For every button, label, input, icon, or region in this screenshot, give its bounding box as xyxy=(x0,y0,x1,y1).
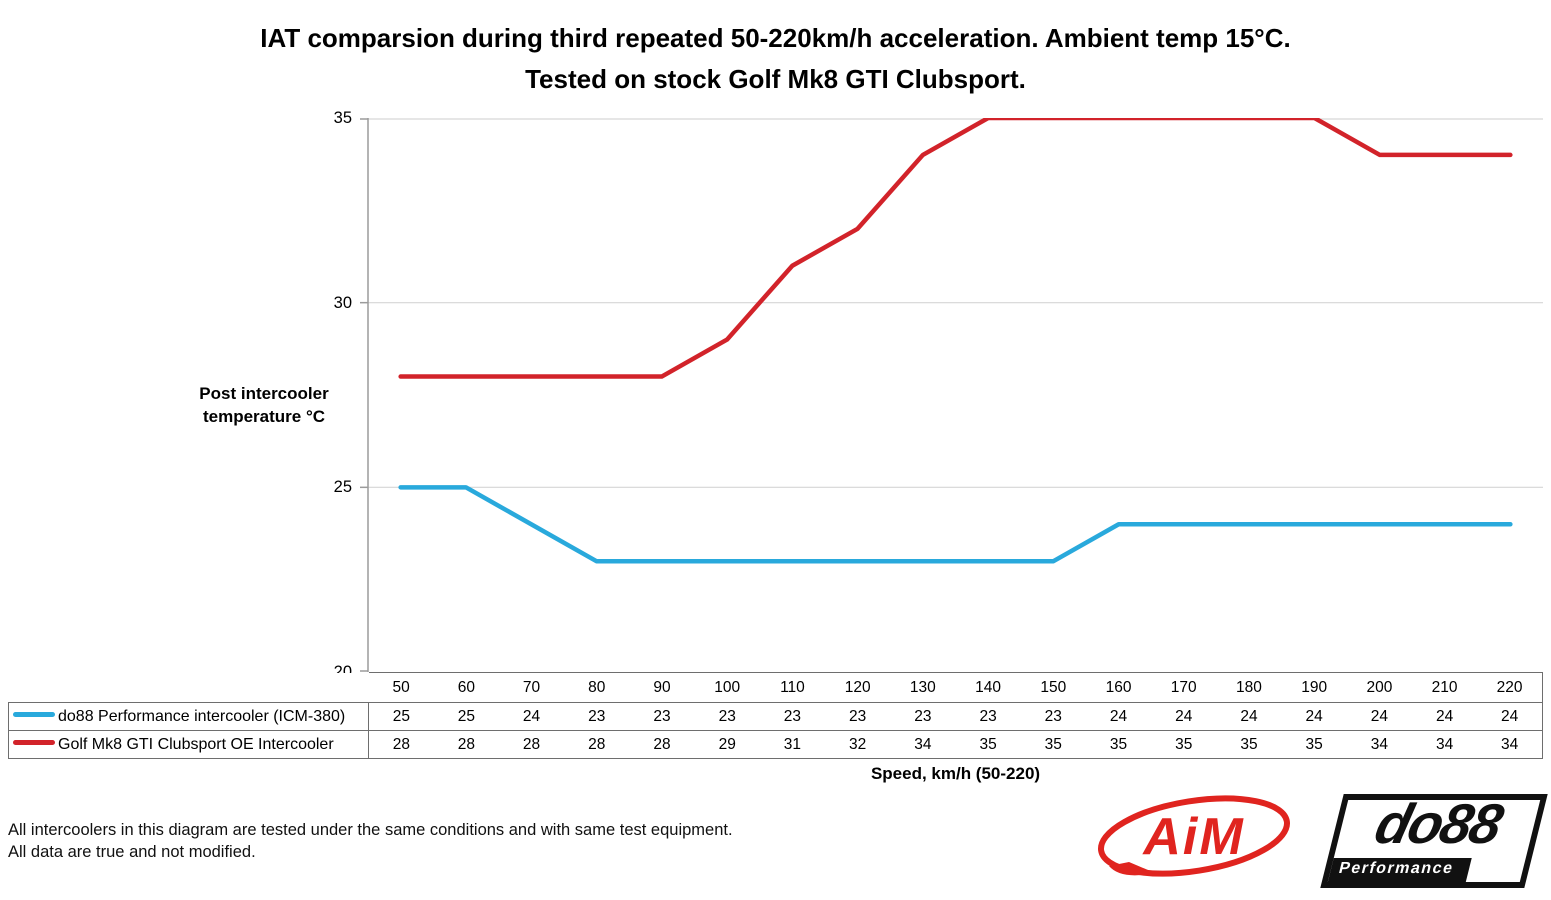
oe-line-swatch xyxy=(13,740,55,746)
footer-line2: All data are true and not modified. xyxy=(8,843,256,861)
value-cell-s0-50: 25 xyxy=(368,702,434,731)
value-cell-s1-140: 35 xyxy=(955,730,1021,759)
value-cell-s1-200: 34 xyxy=(1346,730,1412,759)
value-cell-s1-130: 34 xyxy=(890,730,956,759)
value-cell-s0-180: 24 xyxy=(1216,702,1282,731)
series-line-1 xyxy=(398,118,1513,379)
value-cell-s0-150: 23 xyxy=(1020,702,1086,731)
value-cell-s0-160: 24 xyxy=(1085,702,1152,731)
speed-label-220: 220 xyxy=(1477,672,1544,703)
y-axis-title: Post intercooler temperature °C xyxy=(174,382,354,428)
speed-label-110: 110 xyxy=(759,672,826,703)
value-cell-s1-180: 35 xyxy=(1216,730,1282,759)
y-tick-label-30: 30 xyxy=(333,293,352,312)
value-cell-s1-150: 35 xyxy=(1020,730,1086,759)
speed-label-160: 160 xyxy=(1085,672,1152,703)
do88-logo: do88 Performance xyxy=(1320,792,1548,888)
value-cell-s1-100: 29 xyxy=(694,730,760,759)
value-cell-s0-220: 24 xyxy=(1477,702,1544,731)
table-corner-spacer xyxy=(8,672,369,703)
speed-label-70: 70 xyxy=(498,672,565,703)
speed-label-170: 170 xyxy=(1151,672,1217,703)
speed-label-190: 190 xyxy=(1281,672,1347,703)
aim-logo-tail xyxy=(1109,862,1155,876)
value-cell-s0-60: 25 xyxy=(433,702,499,731)
value-cell-s0-140: 23 xyxy=(955,702,1021,731)
value-cell-s1-210: 34 xyxy=(1412,730,1478,759)
speed-label-120: 120 xyxy=(825,672,891,703)
speed-label-210: 210 xyxy=(1412,672,1478,703)
x-axis-title: Speed, km/h (50-220) xyxy=(870,764,1041,783)
speed-label-90: 90 xyxy=(629,672,695,703)
value-cell-s0-90: 23 xyxy=(629,702,695,731)
value-cell-s0-200: 24 xyxy=(1346,702,1412,731)
speed-label-80: 80 xyxy=(564,672,630,703)
speed-label-150: 150 xyxy=(1020,672,1086,703)
plot-area xyxy=(360,118,1543,672)
speed-label-180: 180 xyxy=(1216,672,1282,703)
value-cell-s1-70: 28 xyxy=(498,730,565,759)
chart-title-line2: Tested on stock Golf Mk8 GTI Clubsport. xyxy=(525,64,1026,94)
value-cell-s0-170: 24 xyxy=(1151,702,1217,731)
value-cell-s1-160: 35 xyxy=(1085,730,1152,759)
speed-header-row: 50 60 70 80 90 100 110 120 130 140 150 160 170 180 190… xyxy=(8,672,1544,703)
value-cell-s1-80: 28 xyxy=(564,730,630,759)
y-tick-label-35: 35 xyxy=(333,109,352,127)
speed-label-100: 100 xyxy=(694,672,760,703)
data-table: 50 60 70 80 90 100 110 120 130 140 150 160 170 180 190… xyxy=(8,672,1544,759)
do88-logo-text: do88 xyxy=(1369,792,1508,855)
value-cell-s1-110: 31 xyxy=(759,730,826,759)
do88-series-label: do88 Performance intercooler (ICM-380) xyxy=(58,707,346,725)
legend-cell-do88: do88 Performance intercooler (ICM-380) xyxy=(8,702,369,731)
do88-line-swatch xyxy=(13,712,55,718)
footer-line1: All intercoolers in this diagram are tes… xyxy=(8,821,733,839)
aim-logo-text: AiM xyxy=(1141,808,1244,866)
series-row-do88: do88 Performance intercooler (ICM-380) 2… xyxy=(8,702,1544,731)
do88-logo-subtext: Performance xyxy=(1327,858,1473,882)
y-tick-label-25: 25 xyxy=(333,478,352,497)
value-cell-s0-120: 23 xyxy=(825,702,891,731)
footer-note: All intercoolers in this diagram are tes… xyxy=(8,819,733,863)
value-cell-s0-190: 24 xyxy=(1281,702,1347,731)
speed-label-60: 60 xyxy=(433,672,499,703)
value-cell-s0-110: 23 xyxy=(759,702,826,731)
series-row-oe: Golf Mk8 GTI Clubsport OE Intercooler 28… xyxy=(8,730,1544,759)
chart-title-line1: IAT comparsion during third repeated 50-… xyxy=(260,23,1291,53)
speed-label-140: 140 xyxy=(955,672,1021,703)
value-cell-s1-60: 28 xyxy=(433,730,499,759)
value-cell-s1-220: 34 xyxy=(1477,730,1544,759)
y-axis-title-line1: Post intercooler xyxy=(199,384,329,403)
value-cell-s0-100: 23 xyxy=(694,702,760,731)
value-cell-s1-90: 28 xyxy=(629,730,695,759)
aim-logo-ring xyxy=(1097,795,1291,877)
value-cell-s1-50: 28 xyxy=(368,730,434,759)
value-cell-s0-70: 24 xyxy=(498,702,565,731)
y-axis-title-line2: temperature °C xyxy=(202,407,326,426)
value-cell-s0-210: 24 xyxy=(1412,702,1478,731)
value-cell-s0-130: 23 xyxy=(890,702,956,731)
series-line-0 xyxy=(398,485,1513,564)
speed-label-50: 50 xyxy=(368,672,434,703)
value-cell-s1-120: 32 xyxy=(825,730,891,759)
speed-label-200: 200 xyxy=(1346,672,1412,703)
speed-label-130: 130 xyxy=(890,672,956,703)
legend-cell-oe: Golf Mk8 GTI Clubsport OE Intercooler xyxy=(8,730,369,759)
value-cell-s1-170: 35 xyxy=(1151,730,1217,759)
oe-series-label: Golf Mk8 GTI Clubsport OE Intercooler xyxy=(58,735,334,753)
aim-logo: AiM xyxy=(1097,795,1291,877)
value-cell-s0-80: 23 xyxy=(564,702,630,731)
chart-title: IAT comparsion during third repeated 50-… xyxy=(0,18,1551,100)
value-cell-s1-190: 35 xyxy=(1281,730,1347,759)
